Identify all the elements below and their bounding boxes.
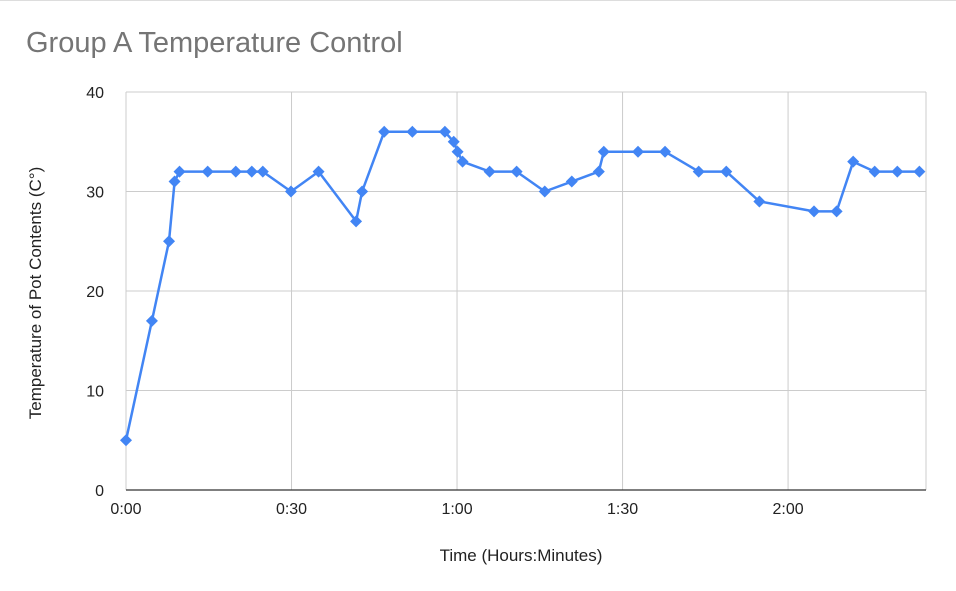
data-point <box>538 185 551 198</box>
data-point <box>438 125 451 138</box>
y-tick-label: 0 <box>95 483 104 500</box>
y-tick-label: 20 <box>86 284 104 301</box>
data-point <box>913 165 926 178</box>
data-point <box>891 165 904 178</box>
x-axis-title: Time (Hours:Minutes) <box>440 546 603 565</box>
data-point <box>145 314 158 327</box>
y-tick-label: 30 <box>86 185 104 202</box>
data-point <box>659 145 672 158</box>
data-point <box>830 205 843 218</box>
x-tick-label: 0:00 <box>110 501 141 518</box>
data-point <box>632 145 644 158</box>
series-line <box>124 130 920 441</box>
data-point <box>808 205 820 218</box>
x-tick-label: 0:30 <box>276 501 307 518</box>
data-point <box>565 175 578 188</box>
data-point <box>173 165 186 178</box>
data-point <box>868 165 881 178</box>
y-tick-label: 40 <box>86 85 104 102</box>
data-point <box>447 135 460 148</box>
data-point <box>720 165 733 178</box>
data-point <box>592 165 605 178</box>
data-point <box>356 185 369 198</box>
y-axis-title: Temperature of Pot Contents (C°) <box>26 167 45 419</box>
x-tick-label: 1:00 <box>441 501 472 518</box>
y-tick-label: 10 <box>86 384 104 401</box>
data-point <box>312 165 325 178</box>
data-point <box>229 165 242 178</box>
x-tick-label: 2:00 <box>772 501 803 518</box>
data-point <box>597 145 610 158</box>
data-point <box>406 125 419 138</box>
data-point <box>201 165 214 178</box>
data-point <box>847 155 860 168</box>
series-layer <box>120 125 926 447</box>
data-point <box>284 185 297 198</box>
data-point <box>692 165 705 178</box>
data-point <box>256 165 269 178</box>
data-point <box>753 195 766 208</box>
data-point <box>120 434 132 447</box>
data-point <box>163 235 176 248</box>
data-point <box>483 165 496 178</box>
x-tick-label: 1:30 <box>607 501 638 518</box>
tick-labels: 0 10 20 30 40 0:00 0:30 1:00 1:30 2:00 <box>86 85 804 518</box>
chart-title: Group A Temperature Control <box>26 27 403 59</box>
grid-lines <box>125 91 927 490</box>
data-point <box>245 165 258 178</box>
data-point <box>456 155 469 168</box>
data-point <box>451 145 464 158</box>
data-point <box>378 125 391 138</box>
data-point <box>510 165 523 178</box>
data-point <box>350 215 363 228</box>
data-point <box>168 175 181 188</box>
